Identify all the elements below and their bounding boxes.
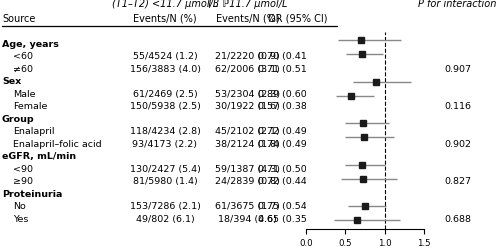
Text: 0.72 (0.44–1.16): 0.72 (0.44–1.16) [258, 177, 336, 186]
Text: 61/3675 (1.7): 61/3675 (1.7) [215, 202, 280, 211]
Text: Source: Source [2, 14, 35, 24]
Text: 118/4234 (2.8): 118/4234 (2.8) [130, 127, 200, 136]
Text: 0.116: 0.116 [444, 102, 471, 111]
Text: 0.70 (0.41–1.21): 0.70 (0.41–1.21) [258, 52, 336, 61]
Text: 38/2124 (1.8): 38/2124 (1.8) [215, 140, 280, 149]
Text: 0.65 (0.35–1.19): 0.65 (0.35–1.19) [258, 215, 336, 224]
Text: 53/2304 (2.3): 53/2304 (2.3) [215, 90, 280, 99]
Text: Events/N (%): Events/N (%) [216, 14, 280, 24]
Text: 55/4524 (1.2): 55/4524 (1.2) [132, 52, 198, 61]
Text: 30/1922 (1.6): 30/1922 (1.6) [215, 102, 280, 111]
Text: 130/2427 (5.4): 130/2427 (5.4) [130, 165, 200, 174]
Text: 0.72 (0.49–1.06): 0.72 (0.49–1.06) [258, 127, 336, 136]
Text: Group: Group [2, 115, 34, 124]
Text: 0.902: 0.902 [444, 140, 471, 149]
Text: 61/2469 (2.5): 61/2469 (2.5) [132, 90, 198, 99]
Text: 81/5980 (1.4): 81/5980 (1.4) [132, 177, 198, 186]
Text: ≥90: ≥90 [13, 177, 33, 186]
Text: <60: <60 [13, 52, 33, 61]
Text: Age, years: Age, years [2, 40, 59, 49]
Text: 0.907: 0.907 [444, 65, 471, 74]
Text: 45/2102 (2.1): 45/2102 (2.1) [215, 127, 280, 136]
Text: Female: Female [13, 102, 48, 111]
Text: Sex: Sex [2, 77, 21, 86]
Text: Male: Male [13, 90, 36, 99]
Text: 24/2839 (0.8): 24/2839 (0.8) [215, 177, 280, 186]
Text: 93/4173 (2.2): 93/4173 (2.2) [132, 140, 198, 149]
Text: 0.74 (0.49–1.12): 0.74 (0.49–1.12) [258, 140, 336, 149]
Text: Proteinuria: Proteinuria [2, 190, 62, 199]
Text: 62/2006 (3.1): 62/2006 (3.1) [215, 65, 280, 74]
Text: <90: <90 [13, 165, 33, 174]
Text: 49/802 (6.1): 49/802 (6.1) [136, 215, 194, 224]
Text: P for interaction: P for interaction [418, 0, 496, 9]
Text: eGFR, mL/min: eGFR, mL/min [2, 152, 76, 161]
Text: 150/5938 (2.5): 150/5938 (2.5) [130, 102, 200, 111]
Text: 0.75 (0.54–1.02): 0.75 (0.54–1.02) [258, 202, 336, 211]
Text: 0.57 (0.38–0.87): 0.57 (0.38–0.87) [258, 102, 336, 111]
Text: OR (95% CI): OR (95% CI) [268, 14, 327, 24]
Text: 18/394 (4.6): 18/394 (4.6) [218, 215, 277, 224]
Text: Events/N (%): Events/N (%) [133, 14, 197, 24]
Text: 21/2220 (0.9): 21/2220 (0.9) [215, 52, 280, 61]
Text: 0.71 (0.50–1.00): 0.71 (0.50–1.00) [258, 165, 336, 174]
Text: 0.827: 0.827 [444, 177, 471, 186]
Text: Yes: Yes [13, 215, 28, 224]
Text: 153/7286 (2.1): 153/7286 (2.1) [130, 202, 200, 211]
Text: 0.71 (0.51–0.98): 0.71 (0.51–0.98) [258, 65, 336, 74]
Text: (T1–T2) <11.7 μmol/L: (T1–T2) <11.7 μmol/L [112, 0, 218, 9]
Text: T3 ℙ11.7 μmol/L: T3 ℙ11.7 μmol/L [208, 0, 288, 9]
Text: Enalapril: Enalapril [13, 127, 54, 136]
Text: 59/1387 (4.3): 59/1387 (4.3) [215, 165, 280, 174]
Text: No: No [13, 202, 26, 211]
Text: Enalapril–folic acid: Enalapril–folic acid [13, 140, 102, 149]
Text: ≠60: ≠60 [13, 65, 33, 74]
Text: 156/3883 (4.0): 156/3883 (4.0) [130, 65, 200, 74]
Text: 0.89 (0.60–1.33): 0.89 (0.60–1.33) [258, 90, 337, 99]
Text: 0.688: 0.688 [444, 215, 471, 224]
